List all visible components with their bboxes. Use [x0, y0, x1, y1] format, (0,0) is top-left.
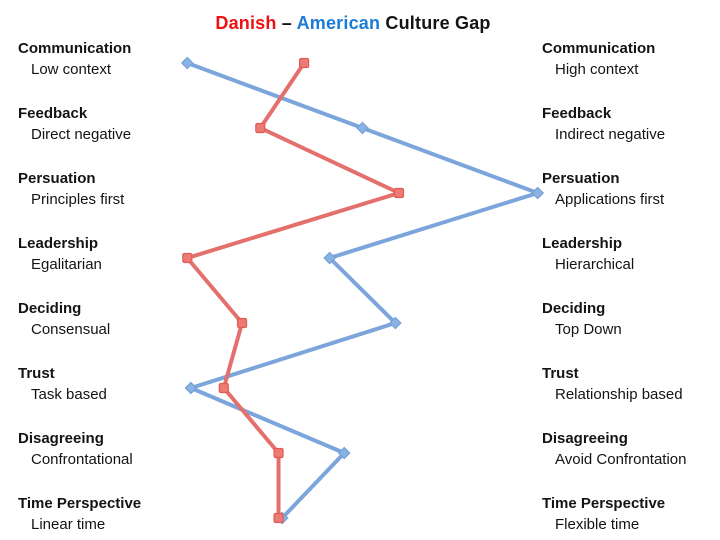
trait-label: Indirect negative — [555, 126, 666, 143]
danish-marker — [299, 57, 310, 69]
american-marker — [184, 381, 198, 395]
category-label: Disagreeing — [18, 430, 104, 447]
slide-title: Danish – American Culture Gap — [0, 13, 706, 34]
row-time-perspective-right: Time Perspective Flexible time — [542, 493, 720, 535]
american-line — [185, 61, 540, 520]
trait-label: Confrontational — [31, 451, 133, 468]
category-label: Leadership — [18, 235, 99, 252]
category-label: Time Perspective — [18, 495, 142, 512]
american-marker — [337, 446, 351, 460]
trait-label: Avoid Confrontation — [555, 451, 687, 468]
trait-label: Principles first — [31, 191, 125, 208]
danish-marker — [273, 512, 284, 524]
danish-marker — [236, 317, 248, 329]
title-american-legend: American — [296, 13, 381, 33]
row-communication-left: Communication Low context — [18, 38, 198, 80]
danish-marker — [182, 252, 193, 264]
american-marker — [356, 121, 369, 135]
danish-marker — [218, 382, 229, 394]
trait-label: Applications first — [555, 191, 665, 208]
category-label: Leadership — [542, 235, 623, 252]
row-deciding-left: Deciding Consensual — [18, 298, 198, 340]
category-label: Feedback — [18, 105, 88, 122]
trait-label: Consensual — [31, 321, 111, 338]
trait-label: Low context — [31, 61, 112, 78]
category-label: Deciding — [18, 300, 82, 317]
trait-label: High context — [555, 61, 639, 78]
trait-label: Flexible time — [555, 516, 640, 533]
category-label: Time Perspective — [542, 495, 666, 512]
title-danish-legend: Danish — [215, 13, 277, 33]
category-label: Persuation — [542, 170, 620, 187]
row-feedback-left: Feedback Direct negative — [18, 103, 198, 145]
row-feedback-right: Feedback Indirect negative — [542, 103, 720, 145]
row-deciding-right: Deciding Top Down — [542, 298, 720, 340]
category-label: Trust — [18, 365, 55, 382]
trait-label: Direct negative — [31, 126, 132, 143]
title-text: Culture Gap — [385, 13, 491, 33]
row-leadership-right: Leadership Hierarchical — [542, 233, 720, 275]
trait-label: Top Down — [555, 321, 622, 338]
category-label: Communication — [18, 40, 132, 57]
danish-marker — [255, 122, 266, 134]
row-disagreeing-left: Disagreeing Confrontational — [18, 428, 198, 470]
category-label: Persuation — [18, 170, 96, 187]
title-separator: – — [281, 13, 293, 33]
american-marker — [180, 56, 194, 70]
american-marker — [389, 316, 402, 330]
category-label: Disagreeing — [542, 430, 628, 447]
row-persuation-right: Persuation Applications first — [542, 168, 720, 210]
trait-label: Egalitarian — [31, 256, 102, 273]
trait-label: Hierarchical — [555, 256, 635, 273]
row-trust-right: Trust Relationship based — [542, 363, 720, 405]
row-persuation-left: Persuation Principles first — [18, 168, 198, 210]
row-communication-right: Communication High context — [542, 38, 720, 80]
american-marker — [323, 251, 336, 265]
row-time-perspective-left: Time Perspective Linear time — [18, 493, 198, 535]
american-marker — [531, 186, 545, 200]
row-disagreeing-right: Disagreeing Avoid Confrontation — [542, 428, 720, 470]
danish-marker — [393, 187, 405, 199]
row-trust-left: Trust Task based — [18, 363, 198, 405]
trait-label: Relationship based — [555, 386, 683, 403]
danish-line — [185, 61, 401, 520]
trait-label: Linear time — [31, 516, 106, 533]
row-leadership-left: Leadership Egalitarian — [18, 233, 198, 275]
category-label: Communication — [542, 40, 656, 57]
category-label: Trust — [542, 365, 579, 382]
category-label: Feedback — [542, 105, 612, 122]
trait-label: Task based — [31, 386, 107, 403]
category-label: Deciding — [542, 300, 606, 317]
danish-marker — [273, 447, 284, 459]
